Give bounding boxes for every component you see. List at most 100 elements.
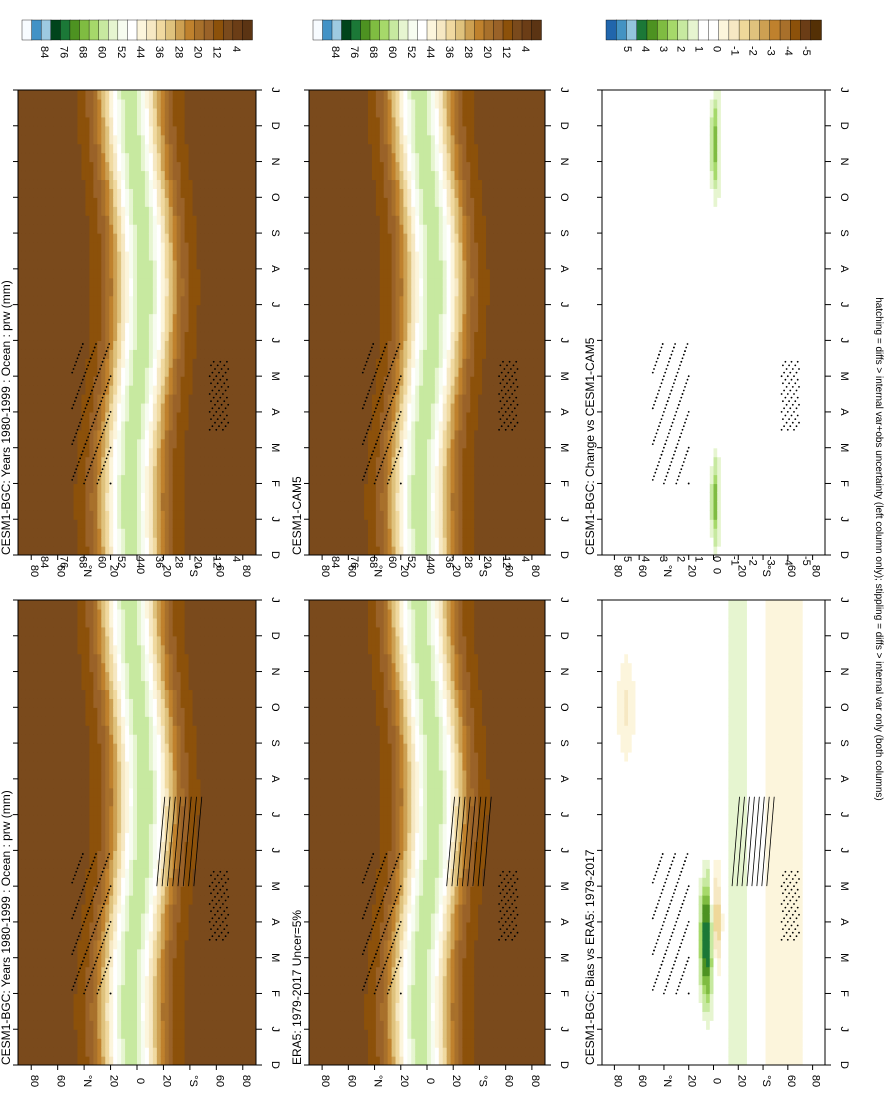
field-cell	[212, 930, 217, 941]
field-cell	[160, 850, 166, 860]
field-cell	[176, 823, 182, 834]
stipple-dot	[109, 956, 112, 959]
field-cell	[387, 850, 393, 860]
field-cell	[81, 886, 87, 896]
field-cell	[41, 966, 47, 977]
field-cell	[144, 600, 150, 610]
field-cell	[316, 877, 322, 887]
field-cell	[309, 644, 314, 655]
y-tick-label: 20	[108, 1075, 120, 1087]
field-cell	[144, 644, 150, 655]
stipple-dot	[222, 938, 224, 941]
field-cell	[204, 743, 209, 753]
field-cell	[411, 1047, 416, 1057]
field-cell	[18, 769, 23, 780]
field-cell	[18, 877, 23, 887]
field-cell	[176, 689, 182, 699]
field-cell	[113, 948, 118, 959]
field-cell	[252, 600, 256, 610]
field-cell	[188, 912, 194, 923]
field-cell	[61, 725, 67, 735]
stipple-dot	[87, 981, 89, 984]
field-cell	[340, 993, 345, 1003]
field-cell	[375, 868, 381, 878]
field-cell	[137, 984, 142, 995]
field-cell	[144, 841, 150, 851]
field-cell	[403, 859, 408, 869]
field-cell	[407, 608, 412, 619]
field-cell	[196, 832, 202, 843]
field-cell	[93, 868, 98, 878]
field-cell	[57, 895, 63, 905]
field-cell	[224, 671, 229, 682]
field-cell	[49, 617, 55, 628]
field-cell	[332, 680, 338, 691]
field-cell	[85, 805, 90, 816]
stipple-dot	[96, 956, 99, 959]
field-cell	[324, 1020, 330, 1030]
stipple-dot	[101, 870, 104, 873]
field-cell	[77, 787, 83, 798]
field-cell	[387, 653, 393, 664]
field-cell	[383, 752, 389, 762]
field-cell	[312, 698, 318, 708]
field-cell	[18, 975, 23, 986]
field-cell	[387, 760, 393, 771]
field-cell	[41, 1002, 47, 1012]
field-cell	[200, 608, 206, 619]
field-cell	[364, 653, 369, 664]
field-cell	[220, 877, 225, 887]
field-cell	[77, 904, 83, 914]
field-cell	[232, 734, 237, 744]
field-cell	[419, 743, 424, 753]
field-cell	[140, 725, 146, 735]
field-cell	[77, 805, 83, 816]
field-cell	[148, 948, 154, 959]
field-cell	[332, 760, 338, 771]
field-cell	[180, 1056, 186, 1065]
field-cell	[156, 796, 162, 807]
field-cell	[379, 939, 385, 950]
field-cell	[216, 841, 221, 851]
field-cell	[65, 600, 71, 610]
stipple-dot	[77, 899, 80, 902]
field-cell	[252, 734, 256, 744]
field-cell	[232, 653, 237, 664]
field-cell	[125, 769, 130, 780]
field-cell	[332, 1029, 338, 1039]
field-cell	[73, 939, 79, 950]
field-cell	[33, 1002, 39, 1012]
x-tick-label: M	[269, 882, 281, 891]
field-cell	[25, 600, 31, 610]
field-cell	[192, 957, 198, 968]
field-cell	[344, 600, 349, 610]
field-cell	[364, 895, 369, 905]
field-cell	[97, 930, 102, 941]
field-cell	[45, 635, 51, 646]
field-cell	[411, 600, 416, 610]
field-cell	[220, 939, 225, 950]
field-cell	[117, 814, 122, 825]
field-cell	[117, 608, 122, 619]
field-cell	[423, 948, 428, 959]
field-cell	[109, 769, 114, 780]
field-cell	[188, 635, 194, 646]
field-cell	[57, 734, 63, 744]
field-cell	[93, 1056, 98, 1065]
field-cell	[200, 912, 206, 923]
field-cell	[53, 868, 59, 878]
field-cell	[129, 823, 134, 834]
field-cell	[140, 814, 146, 825]
field-cell	[344, 886, 349, 896]
field-cell	[97, 823, 102, 834]
field-cell	[316, 1002, 322, 1012]
field-cell	[395, 948, 401, 959]
field-cell	[336, 877, 342, 887]
field-cell	[33, 877, 39, 887]
field-cell	[423, 689, 428, 699]
field-cell	[244, 1056, 249, 1065]
field-cell	[140, 1056, 146, 1065]
field-cell	[117, 895, 122, 905]
field-cell	[129, 1056, 134, 1065]
field-cell	[184, 600, 190, 610]
